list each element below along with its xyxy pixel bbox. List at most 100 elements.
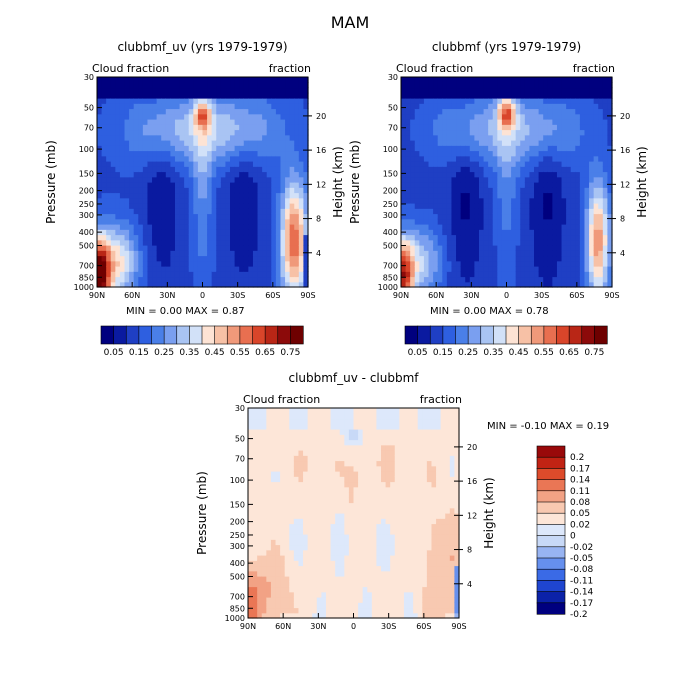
heatmap-cell (456, 140, 462, 146)
heatmap-cell (497, 234, 503, 241)
heatmap-cell (451, 255, 457, 262)
heatmap-cell (442, 276, 448, 283)
heatmap-cell (303, 471, 309, 477)
heatmap-cell (602, 260, 609, 267)
heatmap-cell (271, 229, 277, 236)
heatmap-cell (538, 77, 544, 83)
heatmap-cell (225, 155, 231, 162)
heatmap-cell (97, 250, 103, 257)
heatmap-cell (330, 607, 336, 614)
heatmap-cell (252, 523, 258, 530)
heatmap-cell (197, 145, 204, 152)
heatmap-cell (501, 82, 508, 89)
heatmap-cell (197, 276, 204, 283)
heatmap-cell (598, 197, 604, 204)
heatmap-cell (294, 145, 300, 152)
heatmap-cell (289, 92, 295, 99)
heatmap-cell (303, 523, 309, 530)
heatmap-cell (348, 413, 355, 420)
heatmap-cell (543, 224, 549, 230)
heatmap-cell (262, 166, 268, 173)
heatmap-cell (474, 234, 480, 241)
heatmap-cell (376, 607, 382, 614)
heatmap-cell (234, 155, 240, 162)
heatmap-cell (252, 92, 259, 99)
heatmap-cell (579, 266, 586, 272)
heatmap-cell (298, 234, 305, 241)
heatmap-cell (556, 224, 563, 230)
heatmap-cell (133, 161, 139, 167)
heatmap-cell (271, 176, 277, 183)
heatmap-cell (101, 218, 107, 225)
heatmap-cell (303, 581, 309, 588)
heatmap-cell (520, 150, 526, 157)
heatmap-cell (371, 507, 378, 514)
heatmap-cell (165, 150, 171, 157)
heatmap-cell (367, 591, 373, 598)
heatmap-cell (179, 145, 185, 152)
colorbar-swatch (163, 325, 178, 345)
heatmap-cell (289, 176, 295, 183)
heatmap-cell (243, 103, 249, 110)
heatmap-cell (225, 119, 231, 125)
heatmap-cell (207, 255, 213, 262)
heatmap-cell (248, 465, 254, 472)
heatmap-cell (371, 481, 378, 488)
heatmap-cell (307, 429, 313, 435)
heatmap-cell (556, 229, 563, 236)
heatmap-cell (575, 234, 581, 241)
heatmap-cell (142, 134, 149, 141)
heatmap-cell (478, 134, 485, 141)
heatmap-cell (147, 98, 153, 104)
heatmap-cell (492, 92, 498, 99)
heatmap-cell (312, 534, 318, 540)
heatmap-cell (271, 87, 277, 94)
heatmap-cell (165, 271, 171, 278)
heatmap-cell (348, 481, 355, 488)
heatmap-cell (147, 113, 153, 120)
heatmap-cell (570, 266, 576, 272)
heatmap-cell (529, 245, 535, 251)
heatmap-cell (257, 607, 263, 614)
heatmap-cell (138, 250, 144, 257)
heatmap-cell (170, 208, 176, 215)
heatmap-cell (607, 140, 613, 146)
heatmap-cell (97, 92, 103, 99)
y-tick-label: 100 (383, 145, 398, 154)
heatmap-cell (197, 119, 204, 125)
heatmap-cell (280, 513, 286, 519)
heatmap-cell (239, 255, 245, 262)
heatmap-cell (225, 187, 231, 194)
heatmap-cell (303, 82, 309, 89)
heatmap-cell (207, 271, 213, 278)
heatmap-cell (474, 134, 480, 141)
heatmap-cell (142, 124, 149, 131)
heatmap-cell (474, 124, 480, 131)
heatmap-cell (266, 476, 272, 483)
heatmap-cell (589, 229, 595, 236)
heatmap-cell (529, 92, 535, 99)
heatmap-cell (520, 187, 526, 194)
heatmap-cell (598, 171, 604, 178)
heatmap-cell (538, 103, 544, 110)
y-tick-label: 70 (84, 124, 94, 133)
heatmap-cell (371, 607, 378, 614)
heatmap-cell (266, 129, 272, 136)
heatmap-cell (428, 271, 434, 278)
heatmap-cell (492, 260, 498, 267)
heatmap-cell (170, 113, 176, 120)
heatmap-cell (410, 98, 416, 104)
heatmap-cell (465, 239, 471, 246)
heatmap-cell (220, 113, 227, 120)
heatmap-cell (538, 234, 544, 241)
heatmap-cell (147, 108, 153, 115)
heatmap-cell (207, 134, 213, 141)
heatmap-cell (602, 245, 609, 251)
heatmap-cell (152, 77, 158, 83)
heatmap-cell (465, 140, 471, 146)
heatmap-cell (152, 271, 158, 278)
heatmap-cell (552, 161, 558, 167)
heatmap-cell (362, 408, 368, 414)
heatmap-cell (543, 260, 549, 267)
heatmap-cell (110, 229, 116, 236)
